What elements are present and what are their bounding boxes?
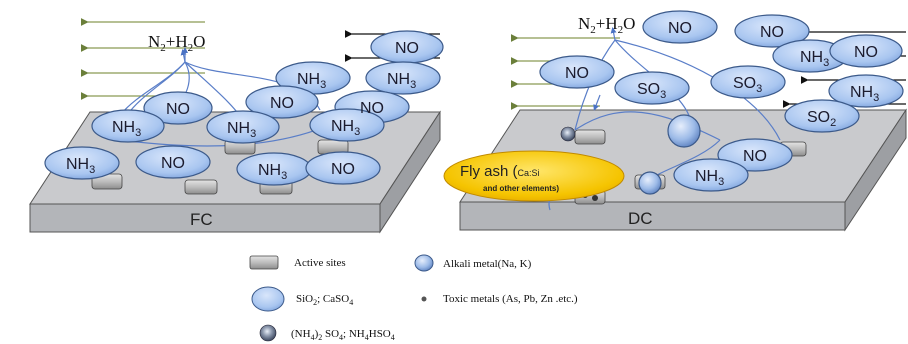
fc-mol-nh3: NH3: [227, 120, 256, 140]
fc-molecule-labels: NO NH3 NH3 NO NO NO NH3 NH3 NH3 NH3 NO N…: [66, 40, 419, 182]
dc-mol-so3: SO3: [733, 75, 762, 95]
fc-mol-nh3: NH3: [112, 119, 141, 139]
dc-mol-nh3: NH3: [695, 168, 724, 188]
dc-molecule-labels: NO NO NH3 NO NO SO3 SO3 NH3 SO2 NO NH3: [565, 20, 879, 188]
fc-molecules: [44, 30, 444, 186]
dc-active-site: [574, 129, 606, 145]
dc-alkali-ball: [638, 171, 662, 195]
dc-mol-nh3: NH3: [850, 84, 879, 104]
fc-product: N2+H2O: [148, 32, 205, 54]
dc-slab-side: [844, 108, 907, 232]
dc-panel: DC N2+H2O: [443, 10, 907, 232]
legend-toxic-swatch: [421, 296, 427, 302]
dc-mol-nh3: NH3: [800, 49, 829, 69]
fc-slab-side: [379, 110, 441, 234]
fc-mol-nh3: NH3: [387, 71, 416, 91]
fc-mol-no: NO: [270, 95, 294, 112]
legend-toxic: Toxic metals (As, Pb, Zn .etc.): [443, 293, 578, 305]
fc-mol-no: NO: [166, 101, 190, 118]
fc-mol-no: NO: [360, 100, 384, 117]
legend-sio2: SiO2; CaSO4: [296, 293, 353, 307]
fc-active-site: [184, 179, 218, 195]
dc-alkali-ball: [667, 114, 701, 148]
dc-mol-no: NO: [854, 44, 878, 61]
fly-ash: Fly ash (Ca:Si and other elements): [443, 150, 625, 202]
fc-mol-nh3: NH3: [258, 162, 287, 182]
fly-ash-title: Fly ash (Ca:Si: [460, 163, 540, 180]
fc-panel: FC N2+H2O: [29, 18, 444, 234]
fc-label: FC: [190, 210, 213, 229]
dc-mol-no: NO: [760, 24, 784, 41]
legend-alkali: Alkali metal(Na, K): [443, 258, 532, 270]
fc-mol-nh3: NH3: [297, 71, 326, 91]
dc-molecules: [539, 10, 904, 192]
legend-ammonium-swatch: [259, 324, 277, 342]
dc-toxic-metal: [592, 195, 598, 201]
fc-mol-no: NO: [161, 155, 185, 172]
fc-mol-no: NO: [331, 161, 355, 178]
dc-mol-no: NO: [668, 20, 692, 37]
dc-mol-so3: SO3: [637, 81, 666, 101]
fc-mol-nh3: NH3: [66, 156, 95, 176]
legend-sio2-swatch: [251, 286, 285, 312]
legend-active-sites: Active sites: [294, 257, 346, 269]
dc-label: DC: [628, 209, 653, 228]
legend-alkali-swatch: [414, 254, 434, 272]
legend-active-site-swatch: [249, 255, 279, 270]
fc-mol-nh3: NH3: [331, 118, 360, 138]
fc-mol-no: NO: [395, 40, 419, 57]
dc-mol-no: NO: [565, 65, 589, 82]
dc-product: N2+H2O: [578, 14, 635, 36]
dc-ammonium-sulfate-particle: [560, 126, 576, 142]
fly-ash-subtitle: and other elements): [483, 184, 559, 193]
dc-mol-so2: SO2: [807, 109, 836, 129]
legend: Active sites Alkali metal(Na, K) SiO2; C…: [249, 254, 578, 342]
dc-mol-no: NO: [743, 148, 767, 165]
legend-ammonium: (NH4)2 SO4; NH4HSO4: [291, 328, 395, 342]
